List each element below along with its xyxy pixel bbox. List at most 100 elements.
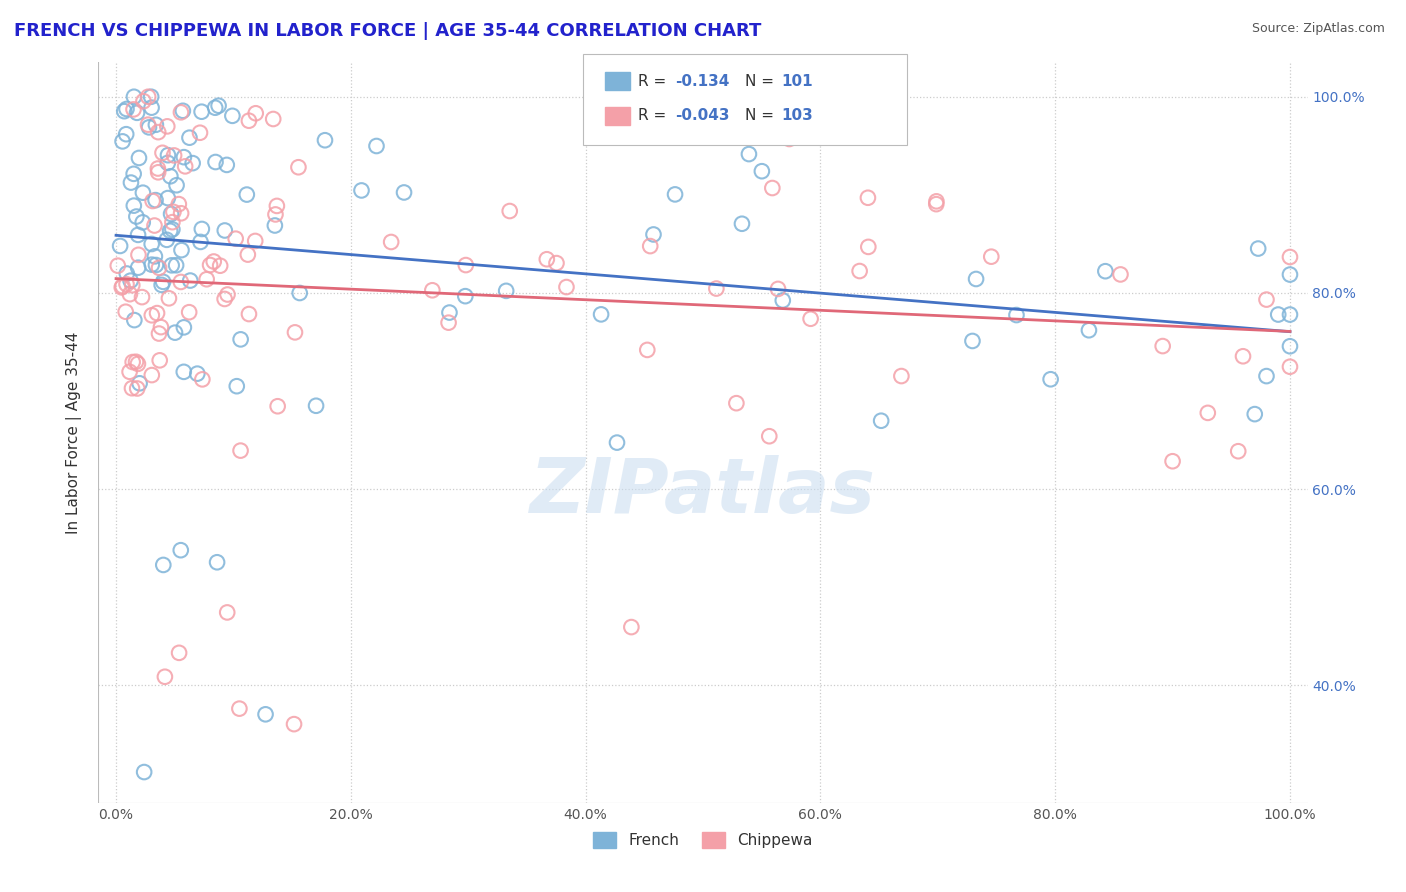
Legend: French, Chippewa: French, Chippewa — [588, 826, 818, 855]
Point — [495, 284, 517, 298]
Point — [870, 414, 893, 428]
Point — [141, 368, 163, 382]
Point — [112, 104, 135, 119]
Point — [118, 365, 141, 379]
Point — [731, 217, 754, 231]
Point — [136, 118, 159, 132]
Point — [145, 193, 167, 207]
Point — [172, 103, 194, 118]
Point — [162, 222, 184, 236]
Point — [157, 291, 180, 305]
Point — [205, 555, 228, 569]
Point — [1278, 308, 1301, 322]
Point — [108, 239, 131, 253]
Point — [228, 701, 250, 715]
Point — [380, 235, 402, 249]
Text: 103: 103 — [782, 109, 814, 123]
Point — [758, 429, 780, 443]
Point — [173, 365, 195, 379]
Point — [980, 250, 1002, 264]
Point — [141, 89, 163, 103]
Point — [120, 274, 142, 288]
Point — [170, 275, 193, 289]
Point — [215, 158, 238, 172]
Point — [214, 292, 236, 306]
Point — [287, 160, 309, 174]
Text: N =: N = — [745, 74, 779, 88]
Point — [127, 357, 149, 371]
Point — [115, 127, 138, 141]
Point — [925, 194, 948, 209]
Point — [148, 260, 170, 275]
Point — [141, 237, 163, 252]
Point — [179, 305, 201, 319]
Point — [214, 223, 236, 237]
Point — [165, 258, 187, 272]
Point — [204, 155, 226, 169]
Point — [1232, 349, 1254, 363]
Point — [1227, 444, 1250, 458]
Point — [751, 164, 773, 178]
Point — [146, 161, 169, 176]
Point — [146, 306, 169, 320]
Point — [160, 258, 183, 272]
Point — [170, 543, 193, 558]
Point — [314, 133, 336, 147]
Point — [131, 290, 153, 304]
Point — [778, 132, 800, 146]
Point — [198, 258, 221, 272]
Point — [1256, 369, 1278, 384]
Point — [163, 148, 186, 162]
Point — [1278, 250, 1301, 264]
Point — [186, 367, 208, 381]
Point — [217, 287, 239, 301]
Point — [305, 399, 328, 413]
Point — [179, 130, 201, 145]
Point — [890, 369, 912, 384]
Point — [392, 186, 415, 200]
Point — [190, 104, 212, 119]
Point — [150, 277, 173, 292]
Point — [111, 135, 134, 149]
Point — [159, 224, 181, 238]
Point — [195, 272, 218, 286]
Point — [149, 320, 172, 334]
Point — [141, 308, 163, 322]
Point — [761, 181, 783, 195]
Point — [366, 139, 388, 153]
Point — [1278, 359, 1301, 374]
Point — [245, 106, 267, 120]
Point — [127, 227, 149, 242]
Point — [122, 199, 145, 213]
Point — [725, 396, 748, 410]
Point — [170, 206, 193, 220]
Point — [118, 287, 141, 301]
Point — [606, 435, 628, 450]
Point — [134, 765, 156, 780]
Point — [1256, 293, 1278, 307]
Point — [121, 278, 143, 293]
Point — [238, 307, 260, 321]
Point — [114, 304, 136, 318]
Point — [162, 205, 184, 219]
Point — [766, 282, 789, 296]
Point — [149, 353, 172, 368]
Point — [146, 165, 169, 179]
Point — [636, 343, 658, 357]
Point — [536, 252, 558, 267]
Text: N =: N = — [745, 109, 779, 123]
Point — [160, 207, 183, 221]
Point — [173, 150, 195, 164]
Point — [179, 274, 201, 288]
Point — [772, 293, 794, 308]
Point — [156, 233, 179, 247]
Point — [202, 254, 225, 268]
Point — [122, 167, 145, 181]
Point — [965, 272, 987, 286]
Point — [122, 89, 145, 103]
Point — [162, 215, 184, 229]
Point — [152, 145, 174, 160]
Point — [638, 239, 661, 253]
Point — [1094, 264, 1116, 278]
Point — [643, 227, 665, 242]
